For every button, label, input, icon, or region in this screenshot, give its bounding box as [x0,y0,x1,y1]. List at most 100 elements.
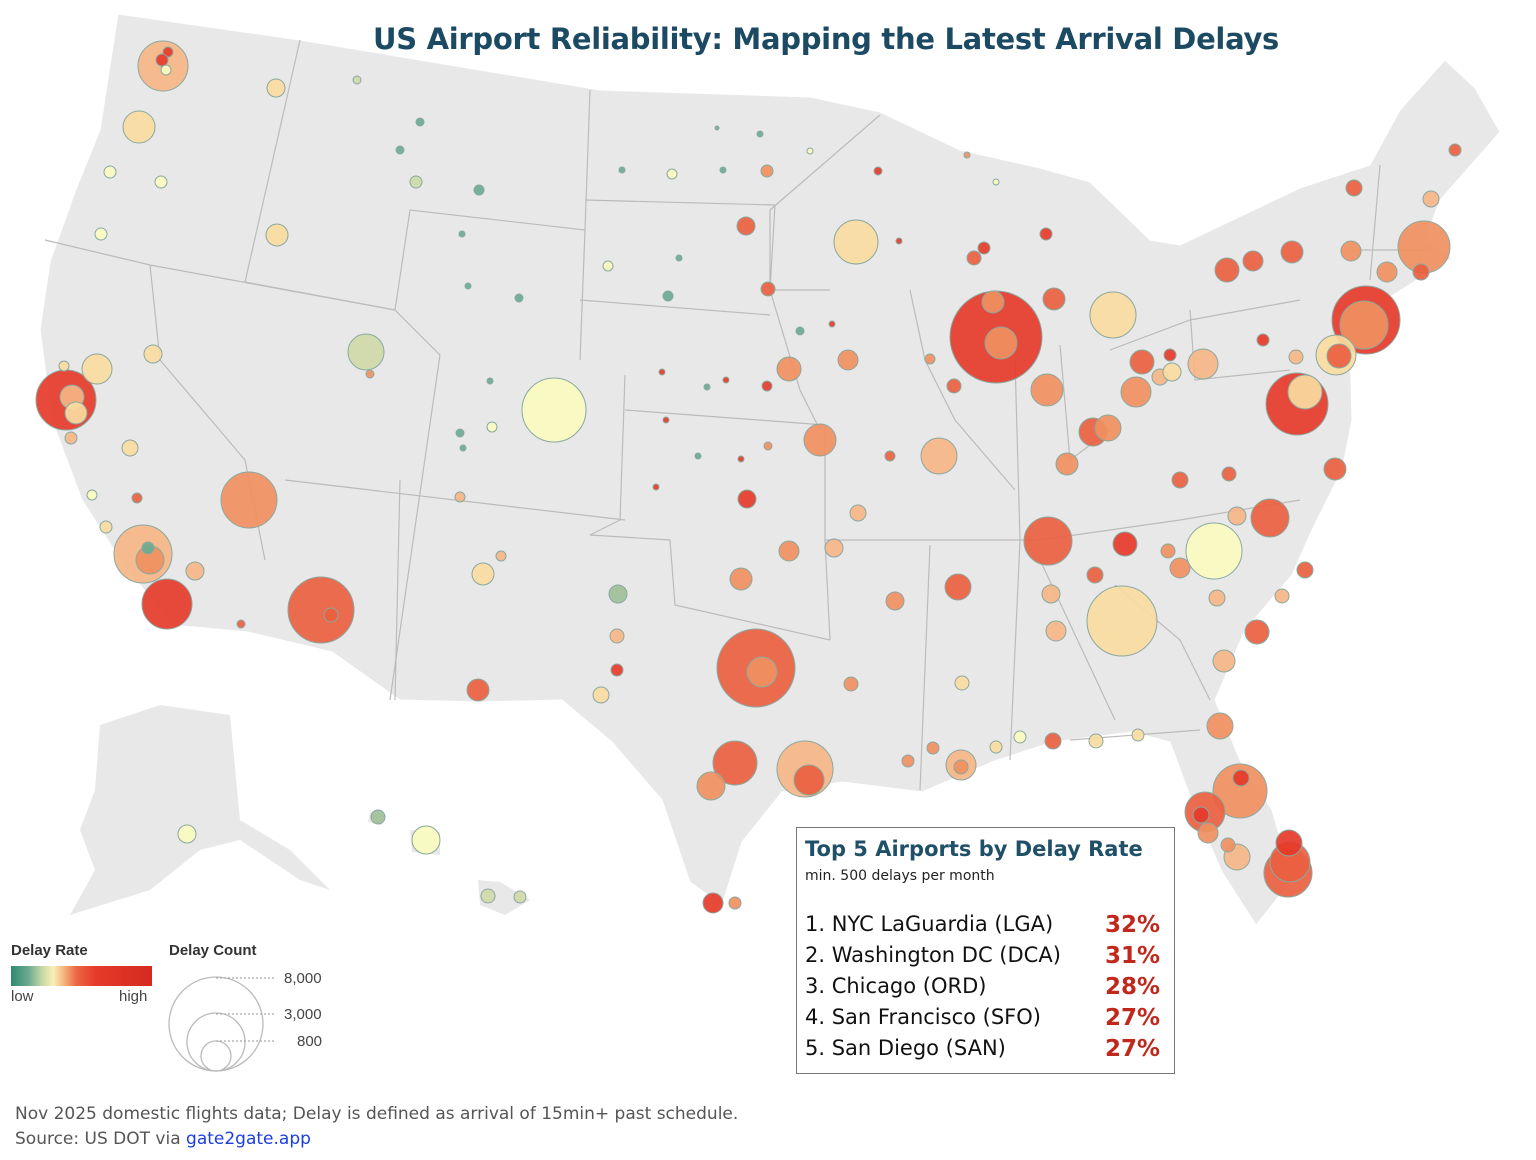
state-border [389,354,441,701]
airport-bubble [1041,584,1061,604]
airport-bubble [803,423,837,457]
top5-row: 1. NYC LaGuardia (LGA) 32% [805,912,1160,938]
airport-name: 2. Washington DC (DCA) [805,943,1061,967]
airport-bubble [266,78,286,98]
state-border [769,114,881,211]
airport-bubble [1206,712,1234,740]
airport-bubble [155,53,169,67]
airport-bubble [466,678,490,702]
legend-circle-800 [200,1040,232,1072]
state-border [919,544,931,791]
airport-bubble [131,492,143,504]
delay-count-800: 800 [297,1033,323,1050]
delay-rate: 28% [1104,974,1160,1000]
state-border [624,409,826,426]
top5-panel: Top 5 Airports by Delay Rate min. 500 de… [796,827,1175,1074]
delay-count-legend-title: Delay Count [169,942,257,959]
page-title: US Airport Reliability: Mapping the Late… [372,22,1280,56]
airport-bubble [1274,588,1290,604]
airport-bubble [924,353,936,365]
airport-bubble [1185,522,1243,580]
state-border [584,89,591,231]
airport-bubble [1287,374,1323,410]
airport-bubble [675,254,683,262]
delay-rate: 32% [1104,912,1160,938]
airport-bubble [323,607,339,623]
airport-bubble [977,241,991,255]
airport-bubble [1340,240,1362,262]
airport-bubble [608,584,628,604]
airport-bubble [746,656,778,688]
airport-bubble [658,368,666,376]
airport-bubble [756,130,764,138]
airport-bubble [992,178,1000,186]
airport-bubble [1326,343,1352,369]
airport-bubble [712,740,758,786]
top5-subtitle: min. 500 delays per month [805,868,995,884]
airport-bubble [122,110,156,144]
airport-bubble [736,216,756,236]
delay-rate-low-label: low [11,988,34,1005]
state-border [1009,359,1021,761]
source-link[interactable]: gate2gate.app [186,1129,311,1149]
airport-bubble [1288,349,1304,365]
airport-bubble [778,540,800,562]
airport-bubble [1242,250,1264,272]
state-border [394,209,586,361]
state-border [1109,299,1301,351]
airport-bubble [652,483,660,491]
airport-bubble [837,349,859,371]
airport-bubble [984,326,1018,360]
airport-bubble [1244,619,1270,645]
airport-bubble [966,250,982,266]
airport-bubble [946,378,962,394]
airport-name: 3. Chicago (ORD) [805,974,987,998]
airport-bubble [895,237,903,245]
delay-rate-legend-title: Delay Rate [11,942,88,959]
airport-bubble [1162,362,1182,382]
airport-bubble [1187,348,1219,380]
airport-bubble [1212,763,1268,819]
airport-bubble [1131,728,1145,742]
airport-bubble [714,125,720,131]
airport-bubble [1208,589,1226,607]
delay-rate-gradient [11,966,152,986]
airport-bubble [471,562,495,586]
airport-bubble [1212,649,1236,673]
airport-bubble [884,450,896,462]
state-border [1189,309,1291,381]
airport-bubble [885,591,905,611]
airport-bubble [121,439,139,457]
airport-name: 4. San Francisco (SFO) [805,1005,1041,1029]
airport-bubble [737,455,745,463]
airport-bubble [160,64,172,76]
airport-bubble [1013,730,1027,744]
airport-bubble [873,166,883,176]
airport-bubble [513,890,527,904]
airport-bubble [1448,143,1462,157]
state-border [589,374,626,536]
airport-bubble [1129,349,1155,375]
airport-bubble [486,421,498,433]
hawaii-big-island [478,880,530,915]
airport-bubble [1339,300,1389,350]
top5-row: 2. Washington DC (DCA) 31% [805,943,1160,969]
airport-bubble [1023,516,1073,566]
airport-bubble [1160,543,1176,559]
airport-bubble [64,401,88,425]
airport-bubble [776,356,802,382]
airport-bubble [719,166,727,174]
airport-bubble [370,809,386,825]
airport-bubble [459,444,467,452]
airport-bubble [1323,457,1347,481]
airport-bubble [944,573,972,601]
airport-bubble [521,377,587,443]
delay-rate: 31% [1104,943,1160,969]
airport-bubble [458,230,466,238]
airport-bubble [694,452,702,460]
airport-bubble [64,431,78,445]
airport-bubble [86,489,98,501]
contiguous-us [39,13,1501,926]
airport-bubble [592,686,610,704]
airport-bubble [1296,561,1314,579]
